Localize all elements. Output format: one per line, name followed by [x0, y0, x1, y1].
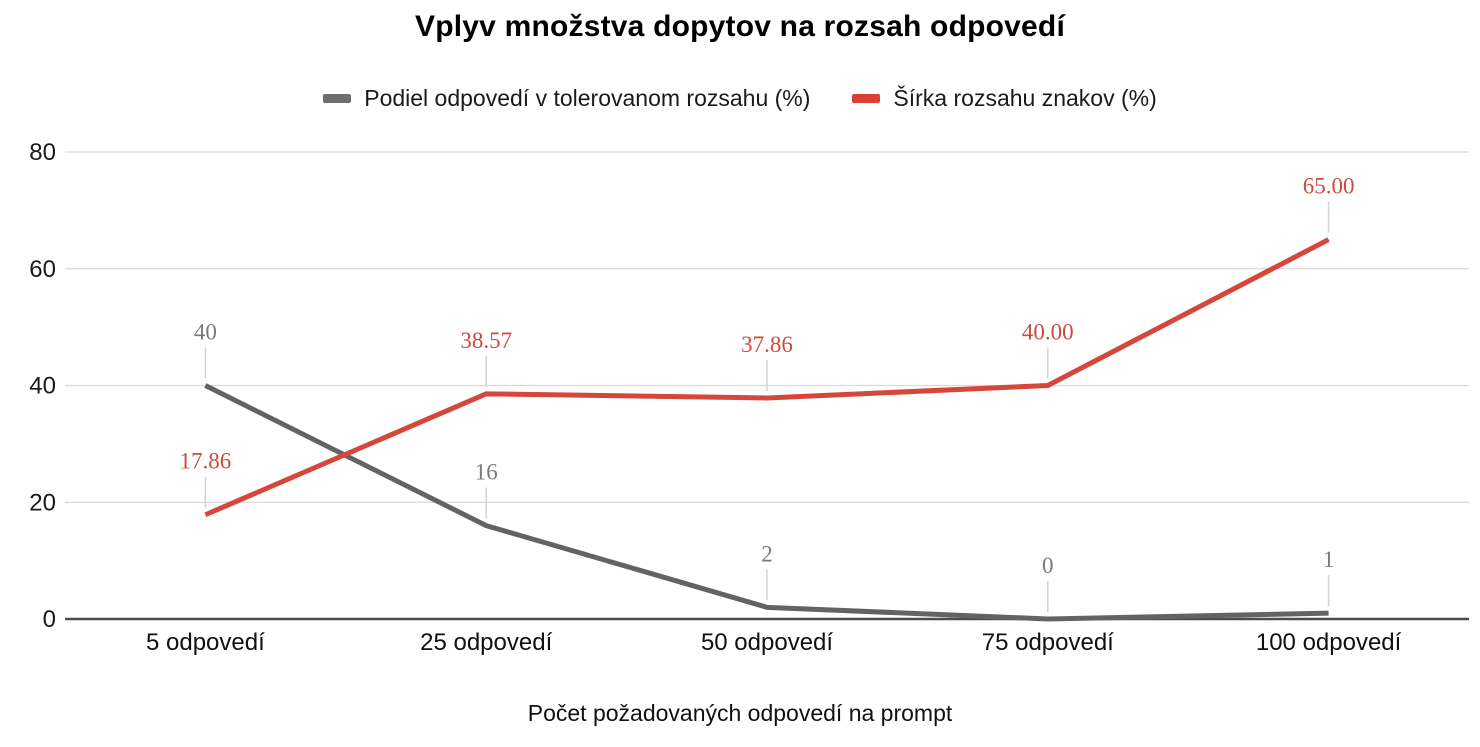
legend-item-tolerated-share: Podiel odpovedí v tolerovanom rozsahu (%…	[323, 85, 810, 112]
point-label: 37.86	[741, 332, 793, 357]
chart-title: Vplyv množstva dopytov na rozsah odpoved…	[415, 10, 1065, 43]
legend-item-range-width: Šírka rozsahu znakov (%)	[852, 85, 1157, 112]
x-tick-label-2: 25 odpovedí	[420, 629, 552, 656]
point-label: 38.57	[460, 328, 512, 353]
legend-swatch-red	[852, 94, 881, 103]
point-label: 16	[475, 460, 498, 485]
point-label: 2	[761, 541, 773, 566]
legend: Podiel odpovedí v tolerovanom rozsahu (%…	[0, 85, 1480, 112]
y-tick-label-80: 80	[29, 139, 56, 166]
series-line-tolerated-share	[204, 383, 1329, 622]
y-tick-label-0: 0	[43, 606, 56, 633]
x-tick-label-3: 50 odpovedí	[701, 629, 833, 656]
x-tick-label-4: 75 odpovedí	[982, 629, 1114, 656]
legend-label-range-width: Šírka rozsahu znakov (%)	[893, 85, 1157, 111]
x-tick-label-5: 100 odpovedí	[1256, 629, 1402, 656]
point-label: 17.86	[180, 449, 232, 474]
point-label: 40.00	[1022, 320, 1074, 345]
x-tick-label-1: 5 odpovedí	[146, 629, 265, 656]
point-label: 1	[1323, 547, 1335, 572]
y-tick-label-20: 20	[29, 489, 56, 516]
y-tick-label-60: 60	[29, 256, 56, 283]
point-label: 0	[1042, 553, 1054, 578]
x-axis-title: Počet požadovaných odpovedí na prompt	[527, 700, 953, 726]
point-label: 40	[194, 320, 217, 345]
y-tick-label-40: 40	[29, 373, 56, 400]
legend-label-tolerated-share: Podiel odpovedí v tolerovanom rozsahu (%…	[364, 85, 811, 111]
series-line-range-width	[204, 237, 1330, 518]
legend-swatch-gray	[323, 94, 352, 103]
point-label: 65.00	[1303, 174, 1355, 199]
